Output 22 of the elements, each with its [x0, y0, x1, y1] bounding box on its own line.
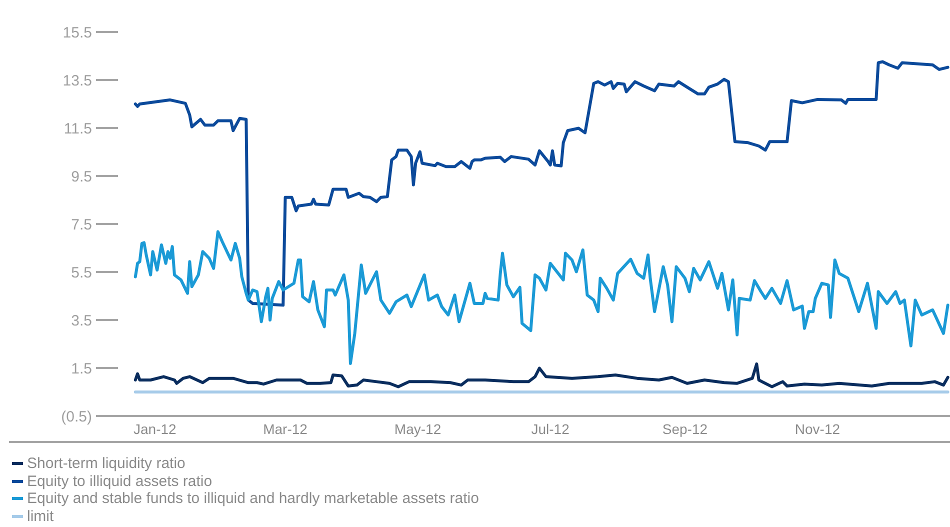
line-series [134, 362, 950, 388]
y-tick-label: (0.5) [61, 408, 92, 426]
x-tick-label: Jul-12 [531, 420, 570, 437]
legend-label: Equity and stable funds to illiquid and hardly marketable assets ratio [27, 490, 479, 508]
y-tick-label: 5.5 [71, 264, 92, 282]
y-tick-label: 7.5 [71, 216, 92, 234]
x-tick-label: Mar-12 [263, 420, 308, 437]
y-tick-label: 15.5 [62, 24, 92, 42]
line-series [134, 60, 950, 307]
x-tick-label: Nov-12 [794, 420, 840, 437]
y-tick-label: 1.5 [71, 360, 92, 378]
legend-label: Short-term liquidity ratio [27, 455, 186, 472]
legend-label: Equity to illiquid assets ratio [27, 472, 212, 490]
x-tick-label: Jan-12 [134, 420, 177, 437]
y-tick-label: 3.5 [71, 312, 92, 330]
line-series [134, 230, 950, 365]
y-tick-label: 9.5 [71, 168, 92, 186]
y-tick-label: 11.5 [64, 120, 92, 138]
x-tick-label: Sep-12 [662, 420, 708, 437]
legend-label: limit [27, 508, 54, 525]
x-tick-label: May-12 [394, 420, 442, 437]
y-tick-label: 13.5 [62, 72, 92, 90]
